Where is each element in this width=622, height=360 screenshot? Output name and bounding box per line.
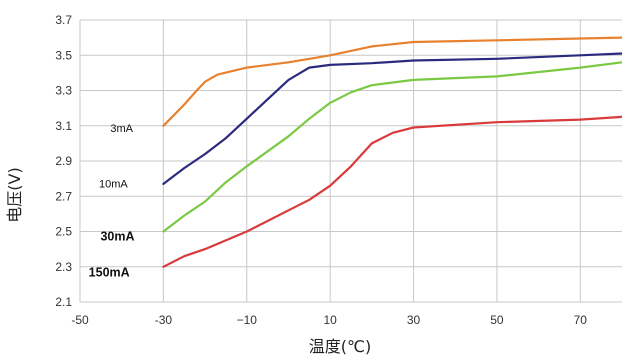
x-tick-label: 70 — [574, 313, 588, 327]
x-tick-label: -50 — [71, 313, 89, 327]
series-line-10mA — [162, 52, 622, 185]
x-tick-label: 30 — [407, 313, 421, 327]
y-axis-title: 电压(V) — [5, 167, 24, 222]
y-tick-label: 2.7 — [55, 189, 72, 203]
x-axis-title: 温度(℃) — [309, 337, 371, 356]
series-line-150mA — [162, 115, 622, 268]
x-axis-ticks: -50 -30 −10 10 30 50 70 — [71, 313, 587, 327]
series-label-30mA: 30mA — [100, 229, 134, 243]
y-tick-label: 3.5 — [55, 48, 72, 62]
x-tick-label: -30 — [155, 313, 173, 327]
series-line-3mA — [162, 36, 622, 127]
y-axis-ticks: 2.1 2.3 2.5 2.7 2.9 3.1 3.3 3.5 3.7 — [55, 13, 72, 309]
grid — [79, 19, 622, 303]
x-tick-label: 50 — [490, 313, 504, 327]
y-tick-label: 3.7 — [55, 13, 72, 27]
y-tick-label: 2.3 — [55, 260, 72, 274]
y-tick-label: 2.1 — [55, 295, 72, 309]
y-tick-label: 3.1 — [55, 119, 72, 133]
x-tick-label: −10 — [237, 313, 258, 327]
series-label-10mA: 10mA — [99, 178, 128, 190]
series-line-30mA — [162, 61, 622, 233]
series-lines — [162, 36, 622, 268]
series-label-3mA: 3mA — [110, 123, 133, 135]
y-tick-label: 2.9 — [55, 154, 72, 168]
y-tick-label: 3.3 — [55, 84, 72, 98]
series-labels: 3mA 10mA 30mA 150mA — [89, 123, 135, 280]
y-tick-label: 2.5 — [55, 225, 72, 239]
x-tick-label: 10 — [323, 313, 337, 327]
series-label-150mA: 150mA — [89, 265, 130, 279]
